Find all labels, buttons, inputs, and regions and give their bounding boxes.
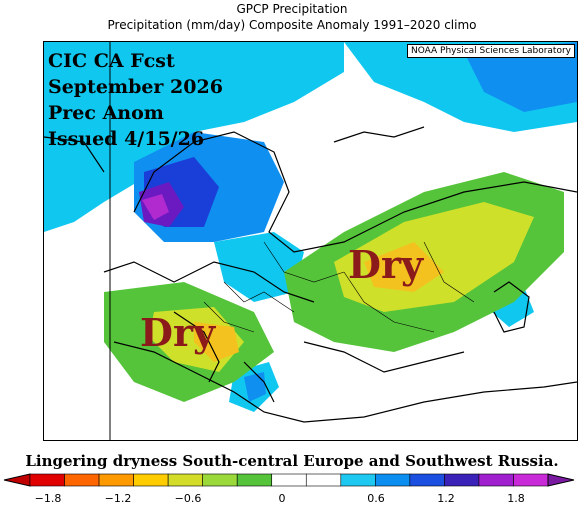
colorbar-swatch [444, 473, 480, 487]
map-subtitle: Precipitation (mm/day) Composite Anomaly… [107, 18, 477, 32]
colorbar-tick-label: 1.8 [507, 492, 525, 505]
colorbar-swatch [478, 473, 514, 487]
caption: Lingering dryness South-central Europe a… [25, 452, 559, 470]
overlay-line-variable: Prec Anom [48, 102, 164, 124]
wet-region-north-atlantic [44, 42, 344, 232]
wet-region-norway-max [142, 194, 169, 220]
credit-label: NOAA Physical Sciences Laboratory [406, 44, 575, 58]
colorbar-swatch [375, 473, 411, 487]
colorbar-swatch [271, 473, 307, 487]
colorbar-tick-label: 0 [278, 492, 286, 505]
colorbar-swatch [236, 473, 273, 487]
overlay-line-month: September 2026 [48, 76, 223, 98]
colorbar-swatch [29, 473, 65, 487]
dry-region-russia-max [364, 242, 444, 292]
colorbar-swatch [305, 473, 342, 487]
wet-region-greece-core [244, 372, 266, 402]
anomaly-map: NOAA Physical Sciences Laboratory [43, 41, 578, 441]
overlay-line-forecast: CIC CA Fcst [48, 50, 175, 72]
colorbar-swatch [202, 473, 238, 487]
colorbar-swatch [513, 473, 549, 487]
colorbar-swatch [64, 473, 100, 487]
coastlines [44, 126, 577, 423]
dry-label-russia: Dry [348, 242, 424, 287]
country-borders [203, 241, 475, 333]
map-canvas [44, 42, 577, 440]
colorbar-swatch [98, 473, 134, 487]
colorbar-swatch [340, 473, 376, 487]
colorbar-tick-label: 0.6 [367, 492, 385, 505]
colorbar-swatch [167, 473, 203, 487]
colorbar-swatch [409, 473, 445, 487]
dry-region-italy-max [194, 322, 239, 362]
overlay-line-issued: Issued 4/15/26 [48, 128, 205, 150]
colorbar-tick-label: 1.2 [437, 492, 455, 505]
colorbar: −1.8 −1.2 −0.6 0 0.6 1.2 1.8 [0, 470, 584, 511]
dry-label-south-europe: Dry [140, 310, 216, 355]
colorbar-left-arrow [3, 473, 31, 487]
colorbar-tick-label: −0.6 [174, 492, 202, 505]
colorbar-right-arrow [547, 473, 575, 487]
colorbar-tick-label: −1.8 [34, 492, 62, 505]
colorbar-svg [3, 473, 575, 487]
wet-region-central-europe [214, 232, 304, 302]
map-title: GPCP Precipitation [236, 2, 348, 16]
colorbar-swatch [133, 473, 169, 487]
colorbar-tick-label: −1.2 [104, 492, 132, 505]
wet-region-northeast [464, 42, 577, 112]
